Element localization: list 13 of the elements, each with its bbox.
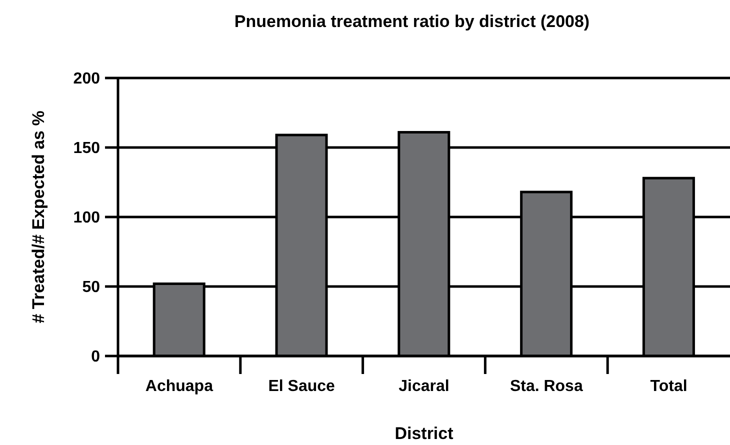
x-tick-label: Achuapa [145, 378, 214, 395]
y-tick-label: 50 [82, 279, 100, 296]
y-tick-label: 200 [73, 70, 100, 88]
y-tick-label: 0 [91, 348, 100, 366]
y-tick-label: 150 [73, 140, 100, 158]
y-axis-title: # Treated/# Expected as % [28, 110, 48, 324]
x-tick-label: El Sauce [268, 378, 336, 395]
x-axis-title: District [394, 424, 454, 443]
y-tick-label: 100 [73, 210, 100, 227]
x-tick-label: Sta. Rosa [510, 378, 583, 395]
x-tick-label: Jicaral [398, 378, 450, 395]
x-tick-label: Total [650, 378, 688, 395]
chart-title: Pnuemonia treatment ratio by district (2008) [233, 12, 591, 32]
